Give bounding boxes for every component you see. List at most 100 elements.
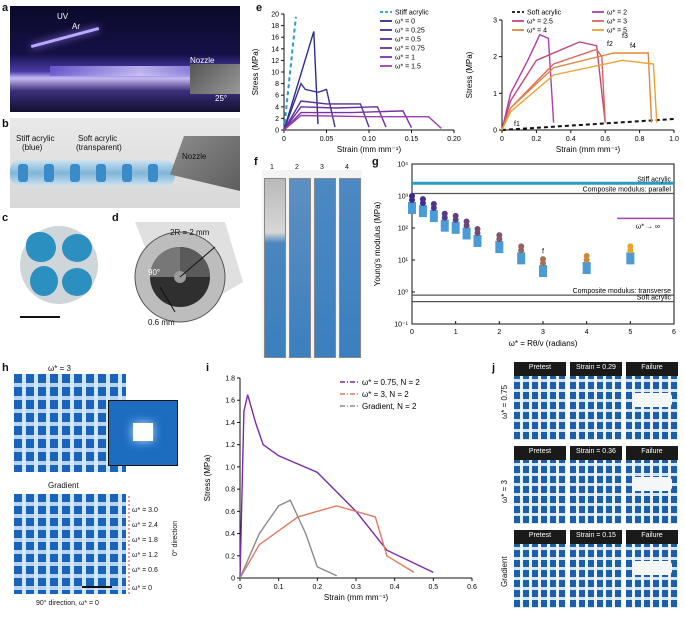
x-tick-label: 0: [282, 136, 286, 143]
y-tick-label: 1.8: [225, 376, 235, 383]
x-tick-label: 6: [672, 329, 676, 336]
x-axis-label: Strain (mm mm⁻¹): [556, 145, 621, 154]
h-bottom-label: Gradient: [48, 481, 79, 490]
y-tick-label: 10³: [398, 194, 409, 201]
y-tick-label: 8: [275, 81, 279, 88]
series-line: [283, 31, 319, 131]
chart-g: 0 1 2 3 4 5 6 10⁻¹ 10⁰ 10¹ 10² 10³ 10⁴ ω* = Rθ/v (rad…: [373, 162, 676, 349]
series-line: [239, 499, 337, 579]
x-tick-label: 0.20: [447, 136, 461, 143]
legend-label: ω* = 1.5: [395, 64, 421, 71]
j-column-header: Failure: [641, 532, 663, 539]
specimen-marker: [462, 227, 471, 240]
specimen-marker: [408, 201, 416, 214]
j-row-label: ω* = 3: [500, 480, 509, 503]
x-tick-label: 0.5: [428, 584, 438, 591]
annotation: f2: [607, 41, 613, 48]
j-specimen-photo: Failure: [626, 362, 678, 440]
data-point: [419, 196, 426, 203]
series-line: [283, 114, 442, 131]
panel-h-inset: [108, 400, 178, 466]
y-tick-label: 10: [271, 70, 279, 77]
angle-90-label: 90°: [148, 268, 161, 277]
grad-label-4: ω* = 0.6: [132, 567, 158, 574]
x-tick-label: 4: [585, 329, 589, 336]
j-column-header: Strain = 0.15: [576, 532, 616, 539]
series-line: [283, 110, 413, 131]
specimen-marker: [517, 252, 526, 265]
legend-label: ω* = 3, N = 2: [362, 390, 409, 399]
y-tick-label: 4: [275, 104, 279, 111]
x-tick-label: 0.4: [566, 136, 576, 143]
panel-a-label: a: [2, 2, 9, 14]
gradient-bracket: [128, 496, 130, 594]
data-point: [441, 210, 448, 217]
j-column-header: Pretest: [528, 364, 552, 371]
cross-section-diagram: [134, 222, 243, 323]
data-point: [496, 232, 503, 239]
j-column-header: Pretest: [528, 532, 552, 539]
x-tick-label: 0: [500, 136, 504, 143]
x-tick-label: 0.3: [351, 584, 361, 591]
series-line: [283, 82, 336, 131]
specimen-marker: [429, 210, 438, 223]
panel-c-photo: [10, 218, 110, 326]
annotation: f1: [514, 121, 520, 128]
panel-d-label: d: [112, 212, 119, 224]
y-tick-label: 0.6: [225, 509, 235, 516]
nozzle-label-b: Nozzle: [182, 152, 207, 161]
y-axis-label: Stress (MPa): [203, 454, 212, 501]
annotation: f4: [630, 43, 636, 50]
x-tick-label: 0: [238, 584, 242, 591]
series-line: [501, 33, 555, 131]
x-tick-label: 3: [541, 329, 545, 336]
specimen-marker: [451, 221, 460, 234]
panel-a-photo: [10, 6, 240, 112]
x-tick-label: 2: [497, 329, 501, 336]
y-tick-label: 2: [493, 54, 497, 61]
panel-h-top-photo: [14, 374, 126, 472]
data-point: [463, 218, 470, 225]
y-tick-label: 0: [231, 576, 235, 583]
j-specimen-photo: Failure: [626, 446, 678, 524]
legend-label: ω* = 3: [607, 19, 627, 26]
j-row-label: ω* = 0.75: [500, 384, 509, 419]
chart-i: 0 0.1 0.2 0.3 0.4 0.5 0.6 0 0.2 0.4 0.6 0.8 1.0 1.2 1.…: [203, 376, 477, 603]
j-specimen-photo: Strain = 0.29: [570, 362, 622, 440]
legend-label: ω* = 2.5: [527, 19, 553, 26]
panel-g-label: g: [372, 156, 379, 168]
f-col-2: 2: [295, 164, 299, 171]
y-tick-label: 1.4: [225, 420, 235, 427]
radius-label: 2R = 2 mm: [170, 228, 210, 237]
data-point: [409, 192, 415, 199]
reference-label: Composite modulus: transverse: [573, 288, 672, 295]
x-tick-label: 0.2: [312, 584, 322, 591]
panel-h-bottom-photo: [14, 494, 126, 594]
specimen-marker: [539, 265, 547, 278]
legend-label: ω* = 0.75: [395, 46, 425, 53]
j-column-header: Failure: [641, 448, 663, 455]
y-tick-label: 1.0: [225, 464, 235, 471]
data-point: [430, 201, 437, 208]
y-axis-label: Stress (MPa): [251, 48, 260, 95]
chart-e-right: 0 0.2 0.4 0.6 0.8 1.0 0 1 2 3 Strain (mm mm⁻¹) Stre…: [465, 10, 679, 155]
panel-h-label: h: [2, 362, 9, 374]
data-point: [452, 212, 459, 219]
j-specimen-photo: Pretest: [514, 530, 566, 608]
y-tick-label: 1.2: [225, 442, 235, 449]
x-tick-label: 0.4: [390, 584, 400, 591]
y-tick-label: 20: [271, 12, 279, 19]
x-tick-label: 0.15: [405, 136, 419, 143]
j-specimen-photo: Strain = 0.36: [570, 446, 622, 524]
ar-label: Ar: [72, 22, 80, 31]
j-row-label: Gradient: [500, 556, 509, 587]
j-column-header: Strain = 0.36: [576, 448, 616, 455]
j-specimen-photo: Pretest: [514, 446, 566, 524]
x-tick-label: 0: [410, 329, 414, 336]
legend-label: ω* = 0.25: [395, 28, 425, 35]
x-tick-label: 5: [628, 329, 632, 336]
y-tick-label: 10⁻¹: [394, 322, 408, 329]
y-tick-label: 0.4: [225, 531, 235, 538]
y-tick-label: 16: [271, 35, 279, 42]
x-tick-label: 0.1: [274, 584, 284, 591]
